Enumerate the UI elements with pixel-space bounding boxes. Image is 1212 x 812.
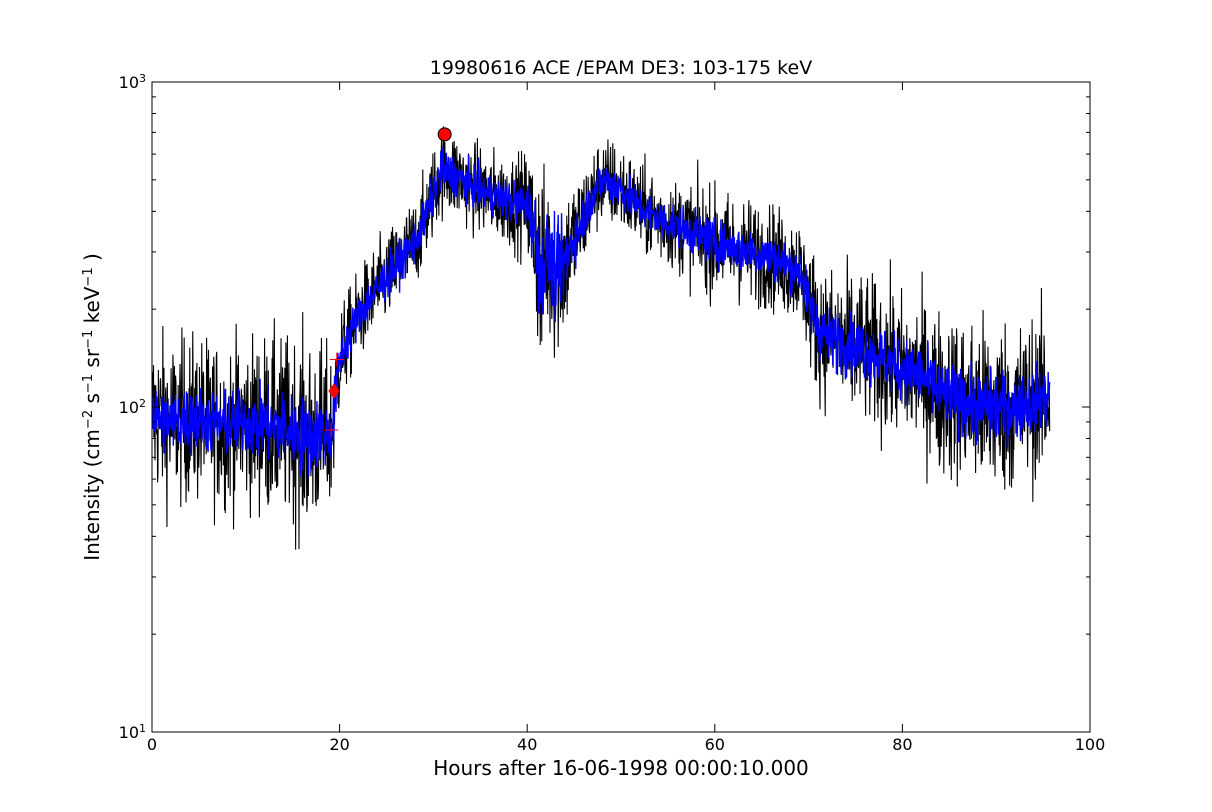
onset-plus-upper-marker (329, 352, 344, 367)
x-tick-label: 40 (517, 735, 537, 754)
y-axis-title-exp2: −1 (81, 374, 96, 393)
y-axis-title-exp1: −2 (81, 410, 96, 429)
y-axis-title-s: s (80, 393, 104, 410)
x-tick-label: 80 (892, 735, 912, 754)
series-smoothed-line (152, 146, 1051, 477)
y-tick-label: 102 (119, 397, 146, 418)
y-tick-label: 103 (119, 72, 146, 93)
y-axis-ticks: 101 102 103 (119, 72, 1090, 743)
y-axis-title: Intensity (cm−2 s−1 sr−1 keV−1 ) (80, 253, 104, 561)
onset-plus-lower-marker (324, 422, 339, 437)
y-axis-title-prefix: Intensity (cm (80, 429, 104, 561)
y-axis-title-kev: keV (80, 286, 104, 330)
x-axis-ticks: 0 20 40 60 80 100 (147, 82, 1105, 754)
x-tick-label: 0 (147, 735, 157, 754)
x-tick-label: 20 (329, 735, 349, 754)
x-tick-label: 60 (705, 735, 725, 754)
x-tick-label: 100 (1075, 735, 1106, 754)
y-axis-title-exp4: −1 (81, 267, 96, 286)
y-axis-title-exp3: −1 (81, 330, 96, 349)
event-markers (324, 127, 452, 437)
y-axis-title-suffix: ) (80, 253, 104, 267)
y-axis-title-sr: sr (80, 348, 104, 374)
onset-diamond-marker (328, 383, 340, 399)
chart-title: 19980616 ACE /EPAM DE3: 103-175 keV (430, 57, 812, 79)
x-axis-title: Hours after 16-06-1998 00:00:10.000 (433, 756, 809, 780)
y-tick-label: 101 (119, 722, 146, 743)
data-layer (152, 126, 1051, 550)
peak-circle-marker (437, 127, 452, 142)
